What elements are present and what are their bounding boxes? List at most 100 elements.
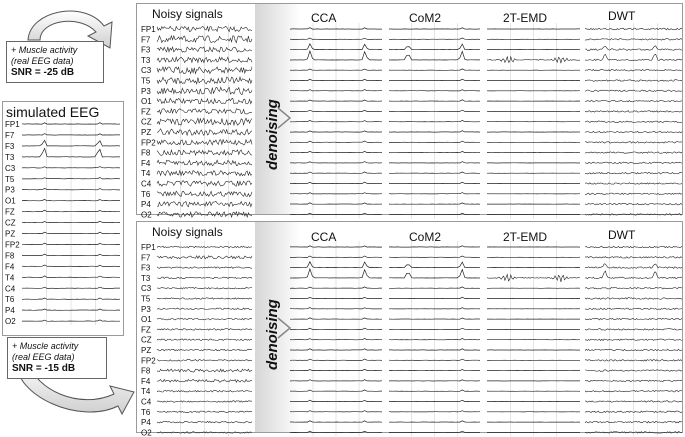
simulated-trace xyxy=(22,139,121,147)
simulated-channel-label: T4 xyxy=(5,273,15,282)
bottom-com2-trace xyxy=(388,430,481,433)
simulated-channel-label: F7 xyxy=(5,131,15,140)
top-noisy-channel-label: F4 xyxy=(141,159,151,168)
top-cca-trace xyxy=(289,161,383,164)
bottom-com2-trace xyxy=(389,296,480,299)
bottom-noisy-channel-label: F4 xyxy=(141,377,151,386)
bottom-noisy-trace xyxy=(156,359,252,362)
top-noisy-channel-label: FP2 xyxy=(141,138,156,147)
bottom-noisy-channel-label: C4 xyxy=(141,398,152,407)
top-noisy-trace xyxy=(156,128,253,137)
simulated-trace xyxy=(21,220,120,224)
top-dwt-trace xyxy=(584,89,683,92)
top-noisy-channel-label: F8 xyxy=(141,149,151,158)
bottom-cca-trace xyxy=(289,255,383,258)
bottom-cca-trace xyxy=(290,420,383,423)
top-cca-trace xyxy=(289,192,383,195)
top-com2-trace xyxy=(388,120,481,123)
simulated-trace xyxy=(22,209,120,213)
bottom-noisy-trace xyxy=(156,420,253,424)
top-cca-trace xyxy=(289,37,383,40)
bottom-noisy-channel-label: T6 xyxy=(141,408,151,417)
bottom-com2-trace xyxy=(388,420,481,423)
top-noisy-trace xyxy=(156,76,253,85)
bottom-noisy-channel-label: P4 xyxy=(141,418,151,427)
top-dwt-trace xyxy=(584,141,682,144)
top-noisy-channel-label: T6 xyxy=(141,190,151,199)
bottom-noisy-trace xyxy=(156,307,252,310)
top-com2-trace xyxy=(389,78,481,81)
top-cca-trace xyxy=(289,140,382,143)
bottom-box-line1: + Muscle activity xyxy=(12,341,79,351)
bottom-cca-trace xyxy=(290,317,382,320)
bottom-dwt-trace xyxy=(584,338,683,341)
bottom-cca-trace xyxy=(289,260,382,269)
top-cca-trace xyxy=(289,171,383,174)
top-noisy-channel-label: FZ xyxy=(141,107,151,116)
bottom-cca-trace xyxy=(289,297,383,299)
top-method-title-dwt: DWT xyxy=(608,9,636,23)
simulated-trace xyxy=(22,319,120,322)
simulated-channel-label: F3 xyxy=(5,142,15,151)
bottom-com2-trace xyxy=(388,399,481,402)
bottom-noisy-channel-label: P3 xyxy=(141,305,151,314)
top-noisy-channel-label: C3 xyxy=(141,66,152,75)
bottom-dwt-trace xyxy=(584,348,683,352)
top-noisy-channel-label: O1 xyxy=(141,97,152,106)
bottom-cca-trace xyxy=(290,348,382,351)
bottom-noisy-trace xyxy=(156,378,252,384)
bottom-cca-trace xyxy=(289,389,382,392)
simulated-trace xyxy=(22,188,120,191)
top-noisy-trace xyxy=(156,148,253,157)
top-cca-trace xyxy=(289,151,383,154)
top-com2-trace xyxy=(388,130,481,133)
bottom-2t-emd-trace xyxy=(486,273,581,282)
bottom-cca-trace xyxy=(289,379,383,382)
bottom-noisy-channel-label: T4 xyxy=(141,387,151,396)
top-com2-trace xyxy=(389,171,480,174)
bottom-com2-trace xyxy=(388,327,481,330)
top-com2-trace xyxy=(388,50,480,61)
top-cca-trace xyxy=(290,43,383,51)
top-dwt-trace xyxy=(584,213,683,216)
bottom-method-title-dwt: DWT xyxy=(608,228,636,242)
bottom-cca-trace xyxy=(289,358,383,361)
simulated-trace xyxy=(21,147,121,158)
bottom-dwt-trace xyxy=(584,420,683,424)
top-noisy-trace xyxy=(156,86,253,95)
top-noisy-channel-label: PZ xyxy=(141,128,151,137)
top-noisy-channel-label: P3 xyxy=(141,87,151,96)
bottom-cca-trace xyxy=(289,368,383,372)
top-noisy-trace xyxy=(156,45,253,53)
bottom-dwt-trace xyxy=(584,359,683,362)
bottom-com2-trace xyxy=(388,410,481,413)
top-dwt-trace xyxy=(584,99,683,103)
top-dwt-trace xyxy=(585,171,683,175)
simulated-channel-label: P4 xyxy=(5,306,15,315)
bottom-noisy-channel-label: FP1 xyxy=(141,243,156,252)
top-curved-arrow xyxy=(27,10,113,49)
simulated-eeg-panel xyxy=(2,101,124,336)
top-noisy-channel-label: O2 xyxy=(141,210,152,219)
bottom-noisy-trace xyxy=(156,431,253,434)
top-com2-trace xyxy=(389,43,481,51)
simulated-trace xyxy=(22,286,120,289)
bottom-com2-trace xyxy=(389,307,481,310)
bottom-com2-trace xyxy=(388,369,481,372)
top-noisy-title: Noisy signals xyxy=(152,7,223,21)
bottom-noisy-channel-label: O1 xyxy=(141,315,152,324)
simulated-channel-label: F8 xyxy=(5,251,15,260)
top-com2-trace xyxy=(388,192,481,195)
bottom-noisy-channel-label: FP2 xyxy=(141,356,156,365)
bottom-dwt-trace xyxy=(584,317,683,321)
top-cca-trace xyxy=(290,120,383,123)
bottom-noisy-channel-label: F3 xyxy=(141,264,151,273)
bottom-noisy-channel-label: CZ xyxy=(141,336,152,345)
bottom-noisy-trace xyxy=(156,338,253,341)
top-2t-emd-trace xyxy=(486,55,581,64)
top-com2-trace xyxy=(388,89,480,92)
top-cca-trace xyxy=(289,27,382,30)
bottom-cca-trace xyxy=(289,338,382,341)
top-dwt-trace xyxy=(584,38,683,41)
top-noisy-channel-label: F7 xyxy=(141,35,151,44)
